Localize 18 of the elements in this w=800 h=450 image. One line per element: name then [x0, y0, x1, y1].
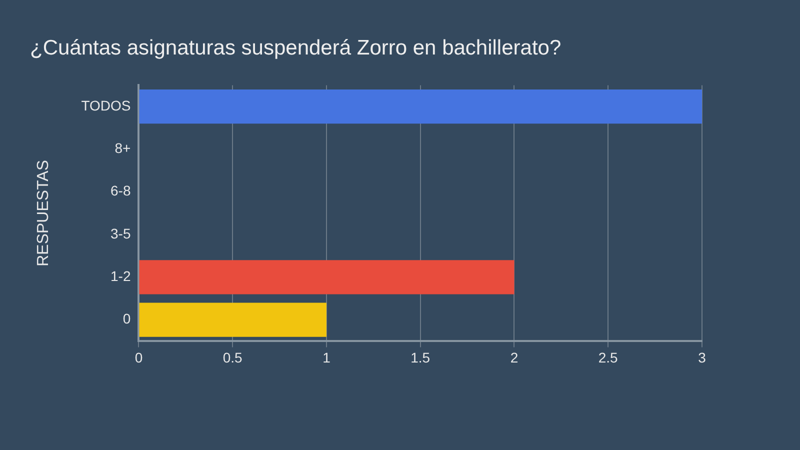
- y-tick-label: 3-5: [110, 225, 131, 242]
- x-tick-label: 1.5: [410, 349, 430, 366]
- x-tick-label: 3: [698, 349, 706, 366]
- chart-title: ¿Cuántas asignaturas suspenderá Zorro en bachillerato?: [30, 36, 562, 60]
- y-axis-title: RESPUESTAS: [35, 160, 52, 266]
- x-tick-label: 2.5: [598, 349, 618, 366]
- y-tick-label: 1-2: [110, 268, 131, 284]
- x-tick-label: 0: [134, 349, 143, 366]
- bar: [139, 302, 326, 337]
- y-tick-label: 0: [122, 310, 131, 327]
- bar: [139, 260, 514, 294]
- y-tick-label: TODOS: [81, 97, 131, 114]
- x-tick-label: 0.5: [222, 349, 243, 366]
- bar: [139, 89, 702, 124]
- y-tick-label: 6-8: [110, 182, 131, 199]
- x-tick-label: 1: [322, 349, 331, 366]
- x-tick-label: 2: [510, 349, 518, 366]
- y-tick-label: 8+: [114, 140, 131, 156]
